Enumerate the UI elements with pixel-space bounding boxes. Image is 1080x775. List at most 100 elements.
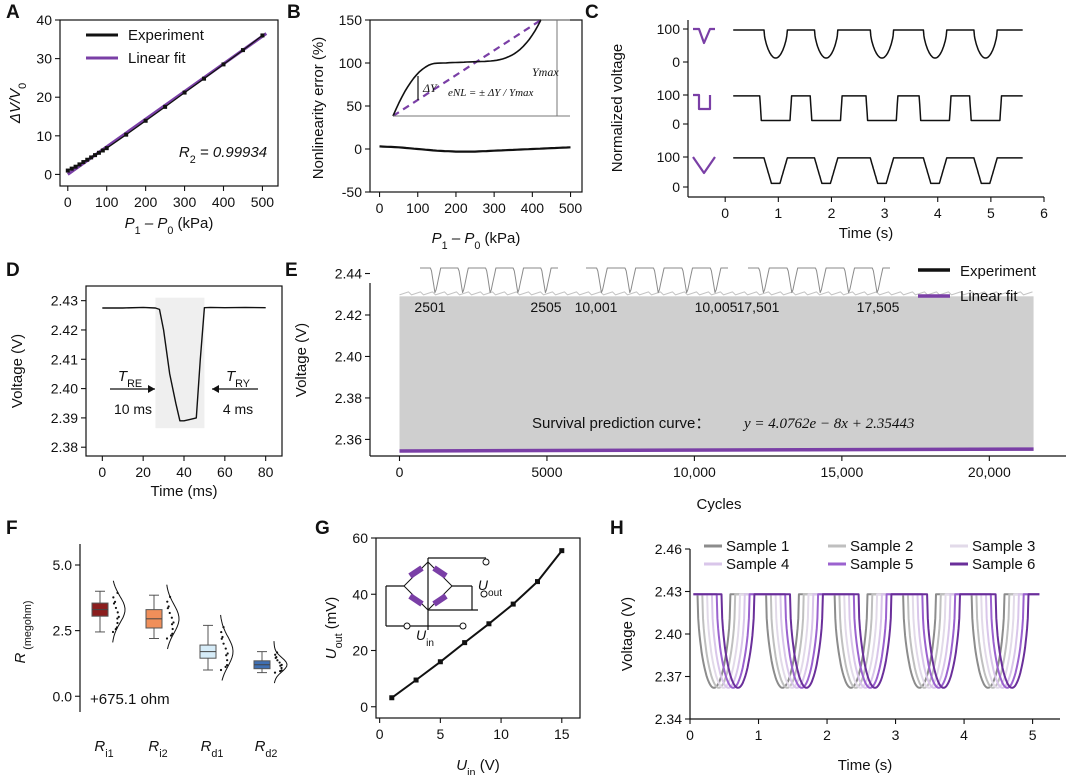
subscript: 0: [474, 240, 480, 252]
f-data-dot: [165, 637, 169, 640]
e-x-tick-label: 15,000: [820, 464, 863, 480]
f-data-dot: [171, 632, 174, 635]
c-y-tick-label: 0: [672, 54, 680, 70]
g-y-tick-label: 20: [352, 643, 368, 659]
panel-b: 0 100 200 300 400 500 -50 0 50 100 150 ΔY Ymax eNL = …: [310, 12, 583, 252]
c-y-axis-label: Normalized voltage: [609, 44, 626, 172]
c-x-tick-label: 6: [1040, 205, 1048, 221]
f-violin-outline: [112, 580, 126, 643]
f-data-dot: [172, 621, 175, 624]
a-data-point: [163, 104, 168, 109]
d-signal-line: [102, 306, 266, 422]
a-x-tick-label: 500: [251, 194, 275, 210]
f-category-label: Ri2: [148, 738, 167, 760]
g-terminal: [480, 590, 488, 598]
c-y-tick-label: 100: [657, 21, 681, 37]
label-part: R: [201, 738, 212, 755]
a-x-tick-label: 400: [212, 194, 236, 210]
a-y-tick-label: 40: [36, 12, 52, 28]
label-part: (kPa): [173, 215, 213, 232]
a-data-point: [260, 33, 265, 38]
f-violin-outline: [166, 584, 180, 650]
b-formula-label: eNL = ± ΔY / Ymax: [448, 87, 534, 99]
g-uin-label: Uin: [416, 627, 434, 649]
panel-letter-f: F: [6, 518, 18, 539]
subscript: (megohm): [22, 600, 34, 652]
a-data-point: [96, 150, 101, 155]
b-y-tick-label: 50: [346, 98, 362, 114]
e-annotation-label: Survival prediction curve：: [532, 415, 710, 432]
d-x-tick-label: 80: [258, 464, 274, 480]
a-data-point: [100, 148, 105, 153]
axes-frame: [369, 19, 583, 193]
subscript: d1: [211, 748, 223, 760]
b-y-tick-label: 100: [339, 55, 363, 71]
f-category-label: Ri1: [94, 738, 113, 760]
f-data-dot: [116, 591, 119, 594]
h-trace-sample-6: [693, 593, 1040, 689]
f-data-dot: [273, 671, 277, 674]
f-data-dot: [225, 663, 229, 667]
a-data-point: [124, 132, 129, 137]
f-data-dot: [278, 661, 281, 664]
b-x-tick-label: 300: [482, 200, 506, 216]
c-x-tick-label: 1: [774, 205, 782, 221]
g-terminal: [403, 622, 411, 630]
e-inset-start-label: 2501: [414, 299, 445, 315]
g-data-point: [389, 695, 395, 701]
a-data-point: [73, 164, 78, 169]
label-part: (kPa): [480, 230, 520, 247]
subscript: out: [488, 588, 502, 599]
g-uout-label: Uout: [478, 577, 502, 599]
f-data-dot: [280, 666, 283, 670]
f-data-dot: [171, 627, 174, 631]
f-y-tick-label: 2.5: [53, 623, 73, 639]
g-x-tick-label: 5: [436, 726, 444, 742]
b-error-curve: [379, 145, 571, 153]
g-x-tick-label: 10: [493, 726, 509, 742]
b-x-axis-label: P1 – P0 (kPa): [432, 230, 521, 252]
a-x-axis-label: P1 – P0 (kPa): [125, 215, 214, 237]
label-part: T: [118, 368, 129, 385]
g-x-axis-label: Uin (V): [456, 757, 499, 775]
h-legend-sample-3: Sample 3: [972, 538, 1035, 555]
subscript: i1: [105, 748, 113, 760]
f-y-axis-label: R (megohm): [12, 600, 34, 663]
c-waveform-icon-tri: [692, 156, 716, 175]
g-data-point: [535, 579, 540, 585]
f-data-dot: [168, 595, 172, 599]
e-y-tick-label: 2.40: [335, 348, 362, 364]
e-inset-end-label: 17,505: [857, 299, 900, 315]
panel-letter-a: A: [6, 2, 20, 23]
d-try-value: 4 ms: [223, 401, 253, 417]
a-data-point: [81, 160, 86, 165]
e-cycle-band: [399, 296, 1034, 451]
e-inset-trace-2: [586, 267, 728, 294]
b-y-tick-label: -50: [342, 184, 362, 200]
a-data-point: [143, 118, 148, 123]
h-y-tick-label: 2.46: [655, 541, 682, 557]
h-legend-sample-5: Sample 5: [850, 556, 913, 573]
g-x-tick-label: 15: [554, 726, 570, 742]
d-x-tick-label: 20: [135, 464, 151, 480]
subscript: RY: [235, 378, 250, 390]
a-data-point: [221, 62, 226, 67]
g-y-axis-label: Uout (mV): [323, 597, 345, 660]
a-data-point: [104, 146, 109, 151]
c-x-tick-label: 2: [828, 205, 836, 221]
f-data-dot: [219, 668, 223, 672]
g-data-point: [462, 640, 468, 646]
h-x-tick-label: 2: [823, 727, 831, 743]
f-data-dot: [224, 647, 227, 650]
c-y-tick-label: 0: [672, 116, 680, 132]
c-x-tick-label: 3: [881, 205, 889, 221]
b-y-tick-label: 0: [354, 141, 362, 157]
label-part: R: [179, 144, 190, 161]
g-data-point: [510, 601, 516, 607]
label-part: T: [226, 368, 237, 385]
f-data-dot: [114, 606, 118, 610]
label-part: – P: [141, 215, 168, 232]
